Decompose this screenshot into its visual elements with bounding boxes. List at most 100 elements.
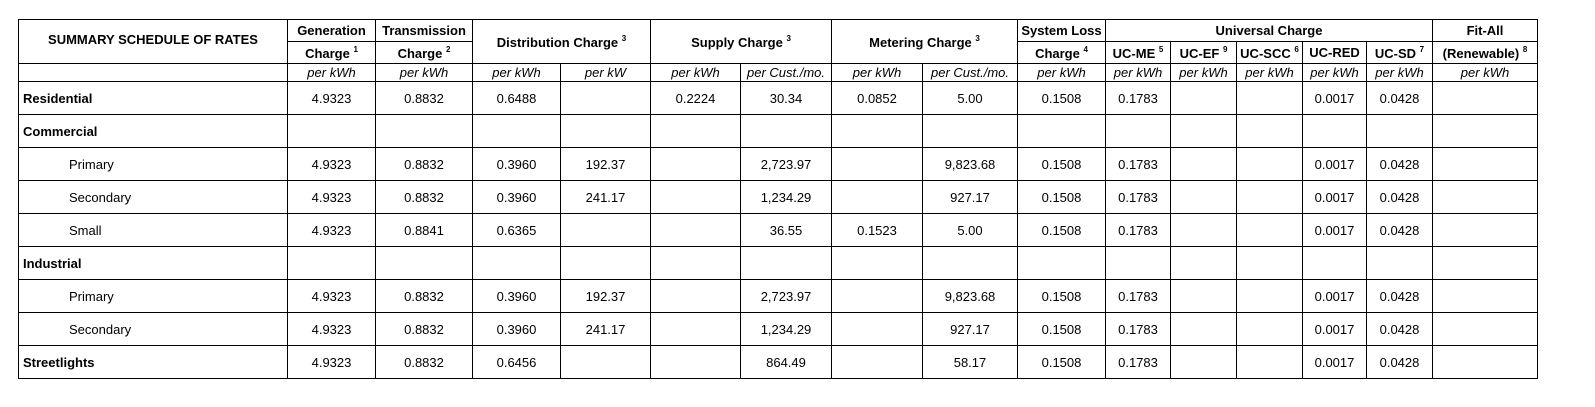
rate-cell: 5.00 [922, 213, 1018, 247]
rate-cell: 4.9323 [287, 213, 376, 247]
unit-label: per Cust./mo. [740, 63, 832, 82]
table-row: Primary 4.9323 0.8832 0.3960 192.37 2,723.97 9… [18, 279, 1538, 313]
rate-cell [1432, 114, 1538, 148]
rate-cell: 0.1523 [831, 213, 923, 247]
rate-cell: 0.0017 [1302, 147, 1367, 181]
rate-cell: 36.55 [740, 213, 832, 247]
rate-cell: 0.0852 [831, 81, 923, 115]
rate-cell [1432, 147, 1538, 181]
unit-label: per kWh [1017, 63, 1106, 82]
rate-cell [1236, 114, 1303, 148]
uc-me-header: UC-ME 5 [1105, 41, 1171, 64]
rate-cell: 0.0017 [1302, 345, 1367, 379]
category-label: Industrial [18, 246, 288, 280]
rate-cell [831, 180, 923, 214]
uc-scc-header: UC-SCC 6 [1236, 41, 1303, 64]
rate-cell [560, 213, 651, 247]
table-row: Secondary 4.9323 0.8832 0.3960 241.17 1,234.2… [18, 180, 1538, 214]
rate-cell [650, 279, 741, 313]
table-row: Industrial [18, 246, 1538, 280]
rate-cell [1236, 246, 1303, 280]
rate-cell [1236, 279, 1303, 313]
uc-red-header: UC-RED [1302, 41, 1367, 64]
rate-cell [740, 246, 832, 280]
rate-cell: 192.37 [560, 279, 651, 313]
rate-cell: 0.0428 [1366, 147, 1433, 181]
rate-cell: 4.9323 [287, 279, 376, 313]
rate-cell [1017, 246, 1106, 280]
rate-cell: 0.0017 [1302, 312, 1367, 346]
rate-cell: 0.3960 [472, 180, 561, 214]
unit-label: per kW [560, 63, 651, 82]
rate-cell: 0.1783 [1105, 180, 1171, 214]
rate-cell: 1,234.29 [740, 312, 832, 346]
rate-cell: 0.1508 [1017, 345, 1106, 379]
rate-cell [1170, 279, 1237, 313]
rate-cell: 192.37 [560, 147, 651, 181]
rate-cell [1432, 246, 1538, 280]
rate-cell: 4.9323 [287, 147, 376, 181]
rate-cell: 5.00 [922, 81, 1018, 115]
footnote-marker: 6 [1294, 44, 1299, 54]
rates-table: SUMMARY SCHEDULE OF RATES Generation Tra… [18, 19, 1538, 379]
rate-cell: 0.0428 [1366, 81, 1433, 115]
rate-cell: 9,823.68 [922, 279, 1018, 313]
table-row: Streetlights 4.9323 0.8832 0.6456 864.49 58.1… [18, 345, 1538, 379]
rate-cell: 2,723.97 [740, 279, 832, 313]
fit-all-header-line1: Fit-All [1432, 19, 1538, 42]
footnote-marker: 5 [1158, 44, 1164, 54]
supply-charge-header: Supply Charge 3 [650, 19, 832, 64]
rate-cell [1236, 345, 1303, 379]
rate-cell: 927.17 [922, 180, 1018, 214]
rate-cell [1236, 81, 1303, 115]
rate-cell: 4.9323 [287, 180, 376, 214]
rate-cell: 0.0017 [1302, 279, 1367, 313]
rate-cell [831, 312, 923, 346]
rate-cell: 0.2224 [650, 81, 741, 115]
rate-cell [1170, 312, 1237, 346]
rate-cell: 0.1783 [1105, 279, 1171, 313]
rate-cell: 0.1508 [1017, 180, 1106, 214]
rate-cell: 0.8832 [375, 180, 473, 214]
footnote-marker: 2 [445, 44, 451, 54]
rate-cell [650, 147, 741, 181]
rate-cell [831, 114, 923, 148]
rate-cell [922, 114, 1018, 148]
rate-cell [1236, 312, 1303, 346]
rate-cell: 0.8832 [375, 279, 473, 313]
rate-cell: 241.17 [560, 312, 651, 346]
unit-label: per kWh [1302, 63, 1367, 82]
generation-header-line1: Generation [287, 19, 376, 42]
units-blank-cell [18, 63, 288, 82]
rate-cell: 0.0017 [1302, 180, 1367, 214]
footnote-marker: 3 [786, 33, 791, 43]
rate-cell: 0.1783 [1105, 147, 1171, 181]
subcategory-label: Secondary [18, 312, 288, 346]
rate-cell [650, 213, 741, 247]
unit-label: per kWh [287, 63, 376, 82]
uc-ef-header: UC-EF 9 [1170, 41, 1237, 64]
transmission-header-line2: Charge 2 [375, 41, 473, 64]
uc-sd-header: UC-SD 7 [1366, 41, 1433, 64]
rate-cell [1432, 345, 1538, 379]
footnote-marker: 3 [975, 33, 980, 43]
rate-cell: 0.1783 [1105, 312, 1171, 346]
rate-cell [831, 279, 923, 313]
rate-cell: 4.9323 [287, 81, 376, 115]
category-label: Residential [18, 81, 288, 115]
rate-cell [375, 114, 473, 148]
table-title: SUMMARY SCHEDULE OF RATES [18, 19, 288, 64]
footnote-marker: 8 [1522, 44, 1528, 54]
unit-label: per kWh [1432, 63, 1538, 82]
rate-cell [650, 312, 741, 346]
table-row: Small 4.9323 0.8841 0.6365 36.55 0.1523 5.00 0.… [18, 213, 1538, 247]
unit-label: per kWh [650, 63, 741, 82]
rate-cell [1432, 180, 1538, 214]
units-row: per kWh per kWh per kWh per kW per kWh per Cu… [18, 63, 1538, 82]
rate-cell [1432, 81, 1538, 115]
rate-cell: 0.0017 [1302, 81, 1367, 115]
rate-cell [472, 114, 561, 148]
rate-cell: 0.0428 [1366, 180, 1433, 214]
rate-cell [1366, 246, 1433, 280]
table-row: Secondary 4.9323 0.8832 0.3960 241.17 1,234.2… [18, 312, 1538, 346]
